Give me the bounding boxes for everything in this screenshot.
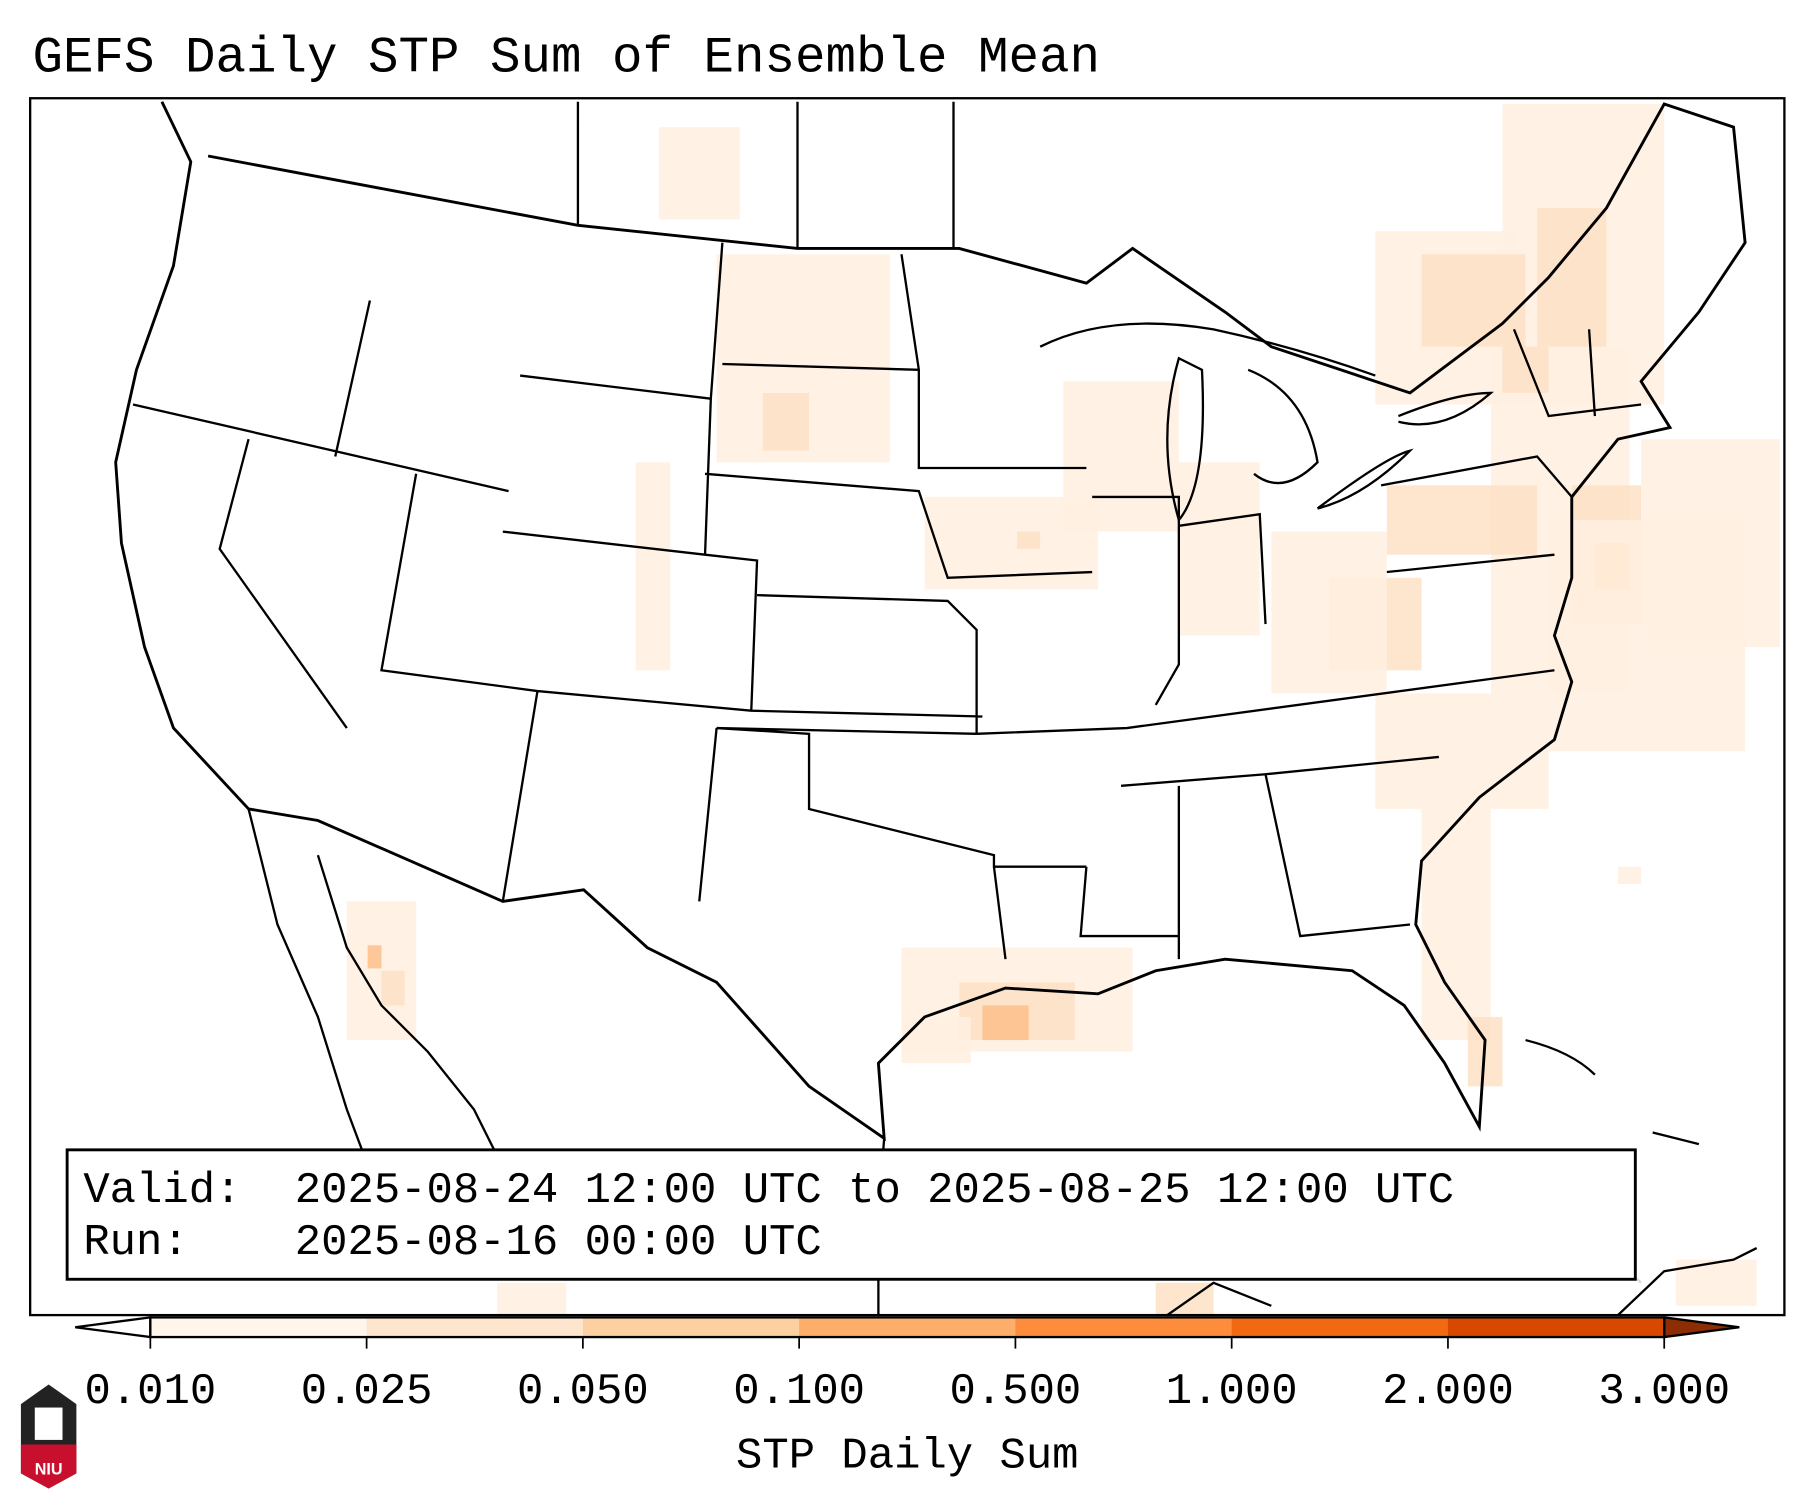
stp-cell	[1375, 693, 1549, 809]
info-box: Valid: 2025-08-24 12:00 UTC to 2025-08-2…	[65, 1148, 1637, 1281]
state-boundaries	[132, 101, 1642, 960]
colorbar-label: STP Daily Sum	[736, 1432, 1079, 1482]
colorbar-under-arrow	[75, 1316, 152, 1339]
colorbar-segment	[1231, 1317, 1449, 1338]
valid-value: 2025-08-24 12:00 UTC to 2025-08-25 12:00…	[295, 1166, 1454, 1216]
svg-text:NIU: NIU	[35, 1461, 63, 1479]
stp-cell	[1271, 531, 1387, 694]
colorbar-tick-label: 1.000	[1166, 1367, 1298, 1417]
stp-cell	[982, 1005, 1029, 1041]
colorbar-segment	[366, 1317, 584, 1338]
valid-label: Valid:	[83, 1166, 241, 1216]
colorbar-tick-label: 3.000	[1598, 1367, 1730, 1417]
stp-shading	[346, 104, 1780, 1316]
stp-cell	[1386, 485, 1538, 555]
stp-cell	[1421, 254, 1526, 347]
stp-cell	[1017, 531, 1041, 549]
colorbar-segment	[1015, 1317, 1233, 1338]
stp-cell	[367, 945, 382, 969]
map-frame	[29, 97, 1786, 1317]
conus-outline	[114, 101, 1747, 1142]
stp-cell	[1502, 346, 1549, 393]
run-label: Run:	[83, 1218, 188, 1268]
colorbar-tick-label: 0.500	[950, 1367, 1082, 1417]
colorbar-segment	[582, 1317, 800, 1338]
colorbar-segment	[150, 1317, 368, 1338]
colorbar: 0.010 0.025 0.050 0.100 0.500 1.000 2.000 3.000	[75, 1316, 1740, 1417]
map-panel	[29, 97, 1786, 1317]
stp-cell	[635, 462, 671, 671]
stp-cell	[381, 970, 405, 1006]
colorbar-over-arrow	[1663, 1316, 1740, 1339]
colorbar-tick-label: 0.100	[733, 1367, 865, 1417]
stp-cell	[762, 392, 810, 451]
colorbar-tick-label: 2.000	[1382, 1367, 1514, 1417]
map-title: GEFS Daily STP Sum of Ensemble Mean	[32, 31, 1100, 88]
stp-cell	[1617, 866, 1642, 885]
stp-cell	[1063, 381, 1179, 532]
run-value: 2025-08-16 00:00 UTC	[295, 1218, 822, 1268]
stp-cell	[1641, 439, 1780, 648]
stp-cell	[658, 127, 740, 220]
stp-cell	[497, 1282, 567, 1316]
colorbar-tick-label: 0.010	[84, 1367, 216, 1417]
stp-cell	[1178, 462, 1260, 636]
colorbar-segment	[799, 1317, 1016, 1338]
colorbar-segment	[1447, 1317, 1665, 1338]
niu-logo: NIU	[20, 1384, 77, 1489]
colorbar-tick-label: 0.050	[517, 1367, 649, 1417]
great-lakes	[1039, 322, 1494, 523]
stp-cell	[1421, 808, 1491, 1041]
stp-cell	[901, 1016, 971, 1064]
colorbar-tick-label: 0.025	[301, 1367, 433, 1417]
